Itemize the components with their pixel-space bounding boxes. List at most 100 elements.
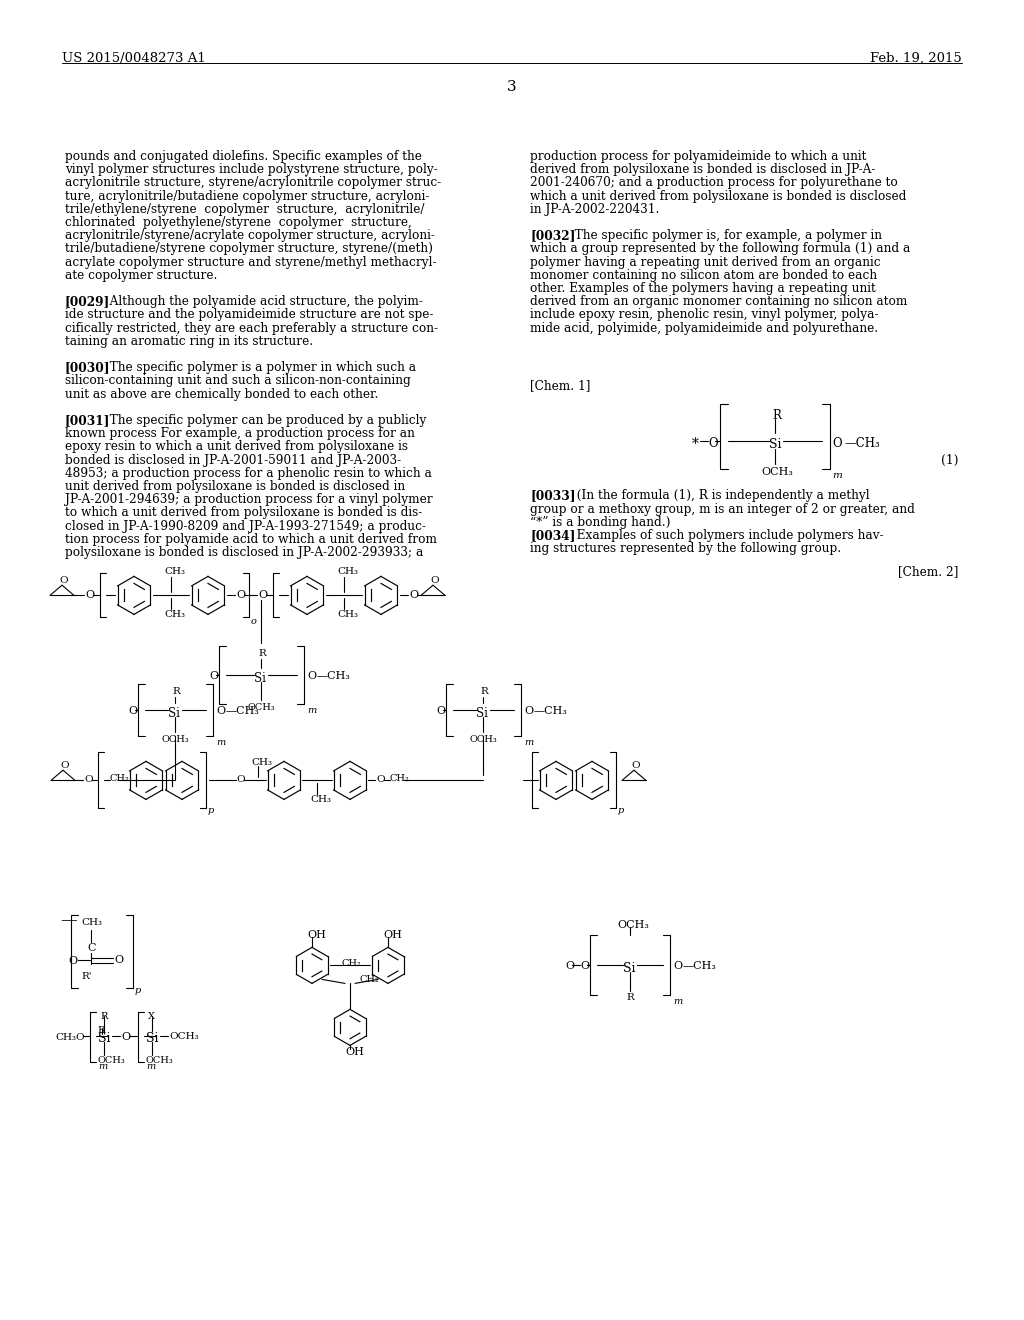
Text: cifically restricted, they are each preferably a structure con-: cifically restricted, they are each pref… bbox=[65, 322, 438, 334]
Text: vinyl polymer structures include polystyrene structure, poly-: vinyl polymer structures include polysty… bbox=[65, 164, 437, 176]
Text: Feb. 19, 2015: Feb. 19, 2015 bbox=[870, 51, 962, 65]
Text: OCH₃: OCH₃ bbox=[145, 1056, 173, 1065]
Text: CH₃: CH₃ bbox=[337, 610, 358, 619]
Text: chlorinated  polyethylene/styrene  copolymer  structure,: chlorinated polyethylene/styrene copolym… bbox=[65, 216, 412, 228]
Text: CH₃: CH₃ bbox=[81, 919, 102, 928]
Text: R: R bbox=[480, 688, 487, 697]
Text: —CH₃: —CH₃ bbox=[683, 961, 717, 972]
Text: O: O bbox=[565, 961, 574, 972]
Text: O: O bbox=[708, 437, 718, 450]
Text: C: C bbox=[87, 944, 95, 953]
Text: OCH₃: OCH₃ bbox=[761, 467, 793, 478]
Text: O: O bbox=[121, 1032, 130, 1043]
Text: trile/butadiene/styrene copolymer structure, styrene/(meth): trile/butadiene/styrene copolymer struct… bbox=[65, 243, 433, 255]
Text: US 2015/0048273 A1: US 2015/0048273 A1 bbox=[62, 51, 206, 65]
Text: Si: Si bbox=[168, 708, 180, 721]
Text: p: p bbox=[208, 807, 214, 816]
Text: OH: OH bbox=[383, 931, 401, 940]
Text: acrylonitrile structure, styrene/acrylonitrile copolymer struc-: acrylonitrile structure, styrene/acrylon… bbox=[65, 177, 441, 189]
Text: CH₃O: CH₃O bbox=[55, 1034, 85, 1043]
Text: OCH₃: OCH₃ bbox=[617, 920, 649, 931]
Text: m: m bbox=[524, 738, 534, 747]
Text: R': R' bbox=[81, 973, 91, 981]
Text: m: m bbox=[307, 706, 316, 715]
Text: unit as above are chemically bonded to each other.: unit as above are chemically bonded to e… bbox=[65, 388, 379, 400]
Text: include epoxy resin, phenolic resin, vinyl polymer, polya-: include epoxy resin, phenolic resin, vin… bbox=[530, 309, 879, 321]
Text: (In the formula (1), R is independently a methyl: (In the formula (1), R is independently … bbox=[565, 490, 869, 503]
Text: R: R bbox=[97, 1027, 104, 1035]
Text: unit derived from polysiloxane is bonded is disclosed in: unit derived from polysiloxane is bonded… bbox=[65, 480, 406, 492]
Text: o: o bbox=[251, 618, 257, 627]
Text: OCH₃: OCH₃ bbox=[97, 1056, 125, 1065]
Text: Si: Si bbox=[769, 438, 781, 451]
Text: polysiloxane is bonded is disclosed in JP-A-2002-293933; a: polysiloxane is bonded is disclosed in J… bbox=[65, 546, 423, 558]
Text: acrylate copolymer structure and styrene/methyl methacryl-: acrylate copolymer structure and styrene… bbox=[65, 256, 436, 268]
Text: O: O bbox=[60, 762, 69, 770]
Text: The specific polymer is a polymer in which such a: The specific polymer is a polymer in whi… bbox=[97, 362, 416, 374]
Text: trile/ethylene/styrene  copolymer  structure,  acrylonitrile/: trile/ethylene/styrene copolymer structu… bbox=[65, 203, 425, 215]
Text: ide structure and the polyamideimide structure are not spe-: ide structure and the polyamideimide str… bbox=[65, 309, 433, 321]
Text: pounds and conjugated diolefins. Specific examples of the: pounds and conjugated diolefins. Specifi… bbox=[65, 150, 422, 162]
Text: CH₃: CH₃ bbox=[164, 568, 185, 577]
Text: OCH₃: OCH₃ bbox=[169, 1032, 199, 1041]
Text: ture, acrylonitrile/butadiene copolymer structure, acryloni-: ture, acrylonitrile/butadiene copolymer … bbox=[65, 190, 429, 202]
Text: (1): (1) bbox=[940, 454, 958, 467]
Text: JP-A-2001-294639; a production process for a vinyl polymer: JP-A-2001-294639; a production process f… bbox=[65, 494, 432, 506]
Text: OH: OH bbox=[307, 931, 326, 940]
Text: CH₃: CH₃ bbox=[251, 759, 272, 767]
Text: O: O bbox=[430, 577, 438, 585]
Text: R: R bbox=[772, 409, 781, 422]
Text: O: O bbox=[59, 577, 68, 585]
Text: OCH₃: OCH₃ bbox=[161, 735, 188, 744]
Text: O: O bbox=[631, 762, 640, 770]
Text: 2001-240670; and a production process for polyurethane to: 2001-240670; and a production process fo… bbox=[530, 177, 898, 189]
Text: O: O bbox=[673, 961, 682, 972]
Text: known process For example, a production process for an: known process For example, a production … bbox=[65, 428, 415, 440]
Text: [0032]: [0032] bbox=[530, 230, 575, 242]
Text: OCH₃: OCH₃ bbox=[247, 704, 274, 713]
Text: O: O bbox=[85, 590, 94, 601]
Text: m: m bbox=[831, 471, 842, 480]
Text: O: O bbox=[209, 672, 218, 681]
Text: O: O bbox=[409, 590, 418, 601]
Text: —CH₃: —CH₃ bbox=[844, 437, 880, 450]
Text: OCH₃: OCH₃ bbox=[469, 735, 497, 744]
Text: [Chem. 1]: [Chem. 1] bbox=[530, 379, 591, 392]
Text: m: m bbox=[98, 1063, 108, 1072]
Text: silicon-containing unit and such a silicon-non-containing: silicon-containing unit and such a silic… bbox=[65, 375, 411, 387]
Text: R: R bbox=[626, 994, 634, 1002]
Text: acrylonitrile/styrene/acrylate copolymer structure, acryloni-: acrylonitrile/styrene/acrylate copolymer… bbox=[65, 230, 435, 242]
Text: CH₃: CH₃ bbox=[337, 568, 358, 577]
Text: O: O bbox=[524, 706, 534, 717]
Text: R: R bbox=[100, 1012, 108, 1022]
Text: derived from an organic monomer containing no silicon atom: derived from an organic monomer containi… bbox=[530, 296, 907, 308]
Text: [0029]: [0029] bbox=[65, 296, 111, 308]
Text: polymer having a repeating unit derived from an organic: polymer having a repeating unit derived … bbox=[530, 256, 881, 268]
Text: which a unit derived from polysiloxane is bonded is disclosed: which a unit derived from polysiloxane i… bbox=[530, 190, 906, 202]
Text: *: * bbox=[692, 437, 698, 451]
Text: The specific polymer is, for example, a polymer in: The specific polymer is, for example, a … bbox=[563, 230, 882, 242]
Text: [0031]: [0031] bbox=[65, 414, 111, 426]
Text: p: p bbox=[135, 986, 141, 995]
Text: —CH₃: —CH₃ bbox=[317, 672, 351, 681]
Text: O: O bbox=[831, 437, 842, 450]
Text: other. Examples of the polymers having a repeating unit: other. Examples of the polymers having a… bbox=[530, 282, 876, 294]
Text: The specific polymer can be produced by a publicly: The specific polymer can be produced by … bbox=[97, 414, 426, 426]
Text: taining an aromatic ring in its structure.: taining an aromatic ring in its structur… bbox=[65, 335, 313, 347]
Text: Si: Si bbox=[98, 1032, 111, 1045]
Text: [0030]: [0030] bbox=[65, 362, 111, 374]
Text: O: O bbox=[128, 706, 137, 717]
Text: Si: Si bbox=[146, 1032, 159, 1045]
Text: closed in JP-A-1990-8209 and JP-A-1993-271549; a produc-: closed in JP-A-1990-8209 and JP-A-1993-2… bbox=[65, 520, 426, 532]
Text: in JP-A-2002-220431.: in JP-A-2002-220431. bbox=[530, 203, 659, 215]
Text: m: m bbox=[216, 738, 225, 747]
Text: [Chem. 2]: [Chem. 2] bbox=[898, 565, 958, 578]
Text: CH₂: CH₂ bbox=[390, 775, 410, 783]
Text: R: R bbox=[172, 688, 180, 697]
Text: p: p bbox=[618, 807, 625, 816]
Text: O: O bbox=[307, 672, 316, 681]
Text: —CH₃: —CH₃ bbox=[534, 706, 568, 717]
Text: monomer containing no silicon atom are bonded to each: monomer containing no silicon atom are b… bbox=[530, 269, 878, 281]
Text: derived from polysiloxane is bonded is disclosed in JP-A-: derived from polysiloxane is bonded is d… bbox=[530, 164, 876, 176]
Text: group or a methoxy group, m is an integer of 2 or greater, and: group or a methoxy group, m is an intege… bbox=[530, 503, 914, 516]
